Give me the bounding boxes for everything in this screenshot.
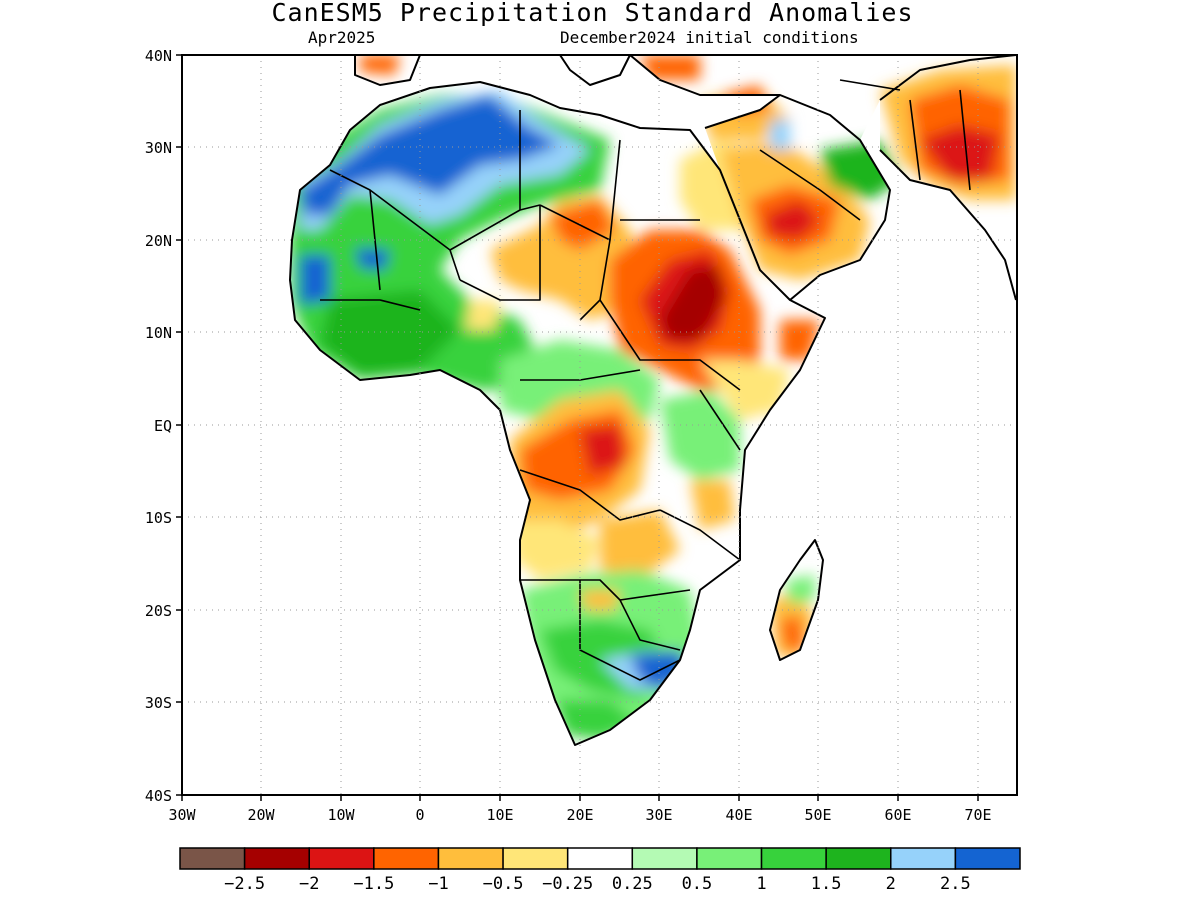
lat-label: 40N xyxy=(145,47,172,65)
colorbar-label: −2 xyxy=(299,874,319,894)
country-borders xyxy=(320,79,971,681)
lon-label: 10W xyxy=(327,806,355,824)
lat-labels: 40N 30N 20N 10N EQ 10S 20S 30S 40S xyxy=(145,47,172,805)
tick-marks xyxy=(176,54,979,801)
colorbar-swatch xyxy=(179,847,246,870)
colorbar-labels: −2.5 −2 −1.5 −1 −0.5 −0.25 0.25 0.5 1 1.5 2 2.5 xyxy=(224,874,971,894)
lon-label: 20E xyxy=(566,806,593,824)
lat-label: 20N xyxy=(145,232,172,250)
lon-label: 60E xyxy=(884,806,911,824)
lon-label: 30E xyxy=(645,806,672,824)
lat-label: 30N xyxy=(145,139,172,157)
lon-label: 30W xyxy=(168,806,196,824)
colorbar-label: −0.5 xyxy=(483,874,524,894)
colorbar-swatch xyxy=(243,847,310,870)
colorbar xyxy=(179,847,1021,870)
lat-label: 30S xyxy=(145,694,172,712)
colorbar-swatch xyxy=(696,847,763,870)
colorbar-label: −1 xyxy=(428,874,448,894)
colorbar-swatch xyxy=(954,847,1021,870)
colorbar-swatch xyxy=(437,847,504,870)
lat-label: 20S xyxy=(145,602,172,620)
initial-conditions: December2024 initial conditions xyxy=(560,28,859,47)
lon-label: 70E xyxy=(964,806,991,824)
colorbar-label: −0.25 xyxy=(542,874,593,894)
colorbar-label: 2 xyxy=(886,874,896,894)
forecast-month: Apr2025 xyxy=(308,28,376,47)
lon-labels: 30W 20W 10W 0 10E 20E 30E 40E 50E 60E 70… xyxy=(168,806,991,824)
colorbar-label: 1.5 xyxy=(811,874,842,894)
colorbar-label: 0.25 xyxy=(612,874,653,894)
lon-label: 20W xyxy=(247,806,275,824)
colorbar-swatch xyxy=(760,847,827,870)
colorbar-label: −2.5 xyxy=(224,874,265,894)
anomaly-field xyxy=(290,55,1016,745)
colorbar-swatch xyxy=(825,847,892,870)
lat-label: EQ xyxy=(154,417,172,435)
colorbar-label: 1 xyxy=(756,874,766,894)
colorbar-swatch xyxy=(502,847,569,870)
lon-label: 50E xyxy=(804,806,831,824)
colorbar-swatch xyxy=(566,847,634,870)
colorbar-swatch xyxy=(308,847,375,870)
colorbar-label: −1.5 xyxy=(353,874,394,894)
lat-label: 10S xyxy=(145,509,172,527)
lat-label: 10N xyxy=(145,324,172,342)
lon-label: 40E xyxy=(725,806,752,824)
colorbar-label: 2.5 xyxy=(940,874,971,894)
colorbar-swatch xyxy=(373,847,440,870)
lon-label: 10E xyxy=(486,806,513,824)
chart-title: CanESM5 Precipitation Standard Anomalies xyxy=(271,0,914,27)
colorbar-swatch xyxy=(890,847,957,870)
lat-label: 40S xyxy=(145,787,172,805)
colorbar-swatch xyxy=(631,847,698,870)
coastlines xyxy=(289,54,1017,746)
colorbar-label: 0.5 xyxy=(682,874,713,894)
lon-label: 0 xyxy=(415,806,424,824)
